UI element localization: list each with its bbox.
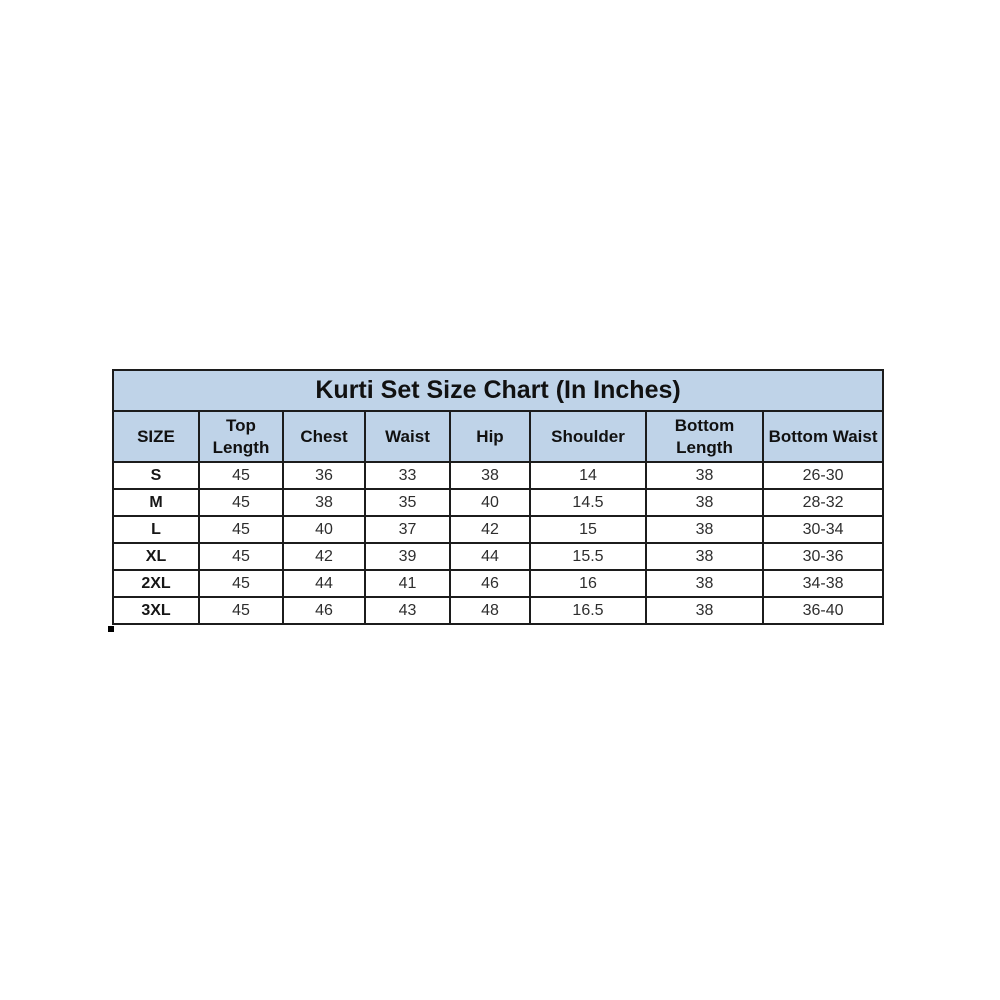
data-cell: 36 xyxy=(282,461,366,490)
data-cell: 16.5 xyxy=(529,596,647,625)
data-cell: 40 xyxy=(282,515,366,544)
table-row-l: L 45 40 37 42 15 38 30-34 xyxy=(112,515,885,544)
size-chart-table: Kurti Set Size Chart (In Inches) SIZE To… xyxy=(111,369,885,625)
table-row-xl: XL 45 42 39 44 15.5 38 30-36 xyxy=(112,542,885,571)
table-row-2xl: 2XL 45 44 41 46 16 38 34-38 xyxy=(112,569,885,598)
column-header-waist: Waist xyxy=(364,410,451,463)
column-header-top-length: Top Length xyxy=(198,410,284,463)
data-cell: 37 xyxy=(364,515,451,544)
data-cell: 35 xyxy=(364,488,451,517)
size-cell: S xyxy=(112,461,200,490)
data-cell: 46 xyxy=(449,569,531,598)
data-cell: 45 xyxy=(198,569,284,598)
data-cell: 15 xyxy=(529,515,647,544)
data-cell: 45 xyxy=(198,488,284,517)
data-cell: 43 xyxy=(364,596,451,625)
data-cell: 26-30 xyxy=(761,461,885,490)
data-cell: 45 xyxy=(198,596,284,625)
data-cell: 15.5 xyxy=(529,542,647,571)
data-cell: 30-36 xyxy=(761,542,885,571)
data-cell: 45 xyxy=(198,542,284,571)
table-row-m: M 45 38 35 40 14.5 38 28-32 xyxy=(112,488,885,517)
data-cell: 38 xyxy=(645,515,764,544)
data-cell: 46 xyxy=(282,596,366,625)
data-cell: 33 xyxy=(364,461,451,490)
data-cell: 14.5 xyxy=(529,488,647,517)
data-cell: 41 xyxy=(364,569,451,598)
data-cell: 36-40 xyxy=(761,596,885,625)
data-cell: 34-38 xyxy=(761,569,885,598)
data-cell: 38 xyxy=(645,542,764,571)
chart-title: Kurti Set Size Chart (In Inches) xyxy=(111,369,885,412)
data-cell: 38 xyxy=(645,461,764,490)
table-row-s: S 45 36 33 38 14 38 26-30 xyxy=(112,461,885,490)
column-header-chest: Chest xyxy=(282,410,366,463)
column-header-bottom-waist: Bottom Waist xyxy=(761,410,885,463)
column-header-bottom-length: Bottom Length xyxy=(645,410,764,463)
size-cell: 3XL xyxy=(112,596,200,625)
data-cell: 30-34 xyxy=(761,515,885,544)
data-cell: 40 xyxy=(449,488,531,517)
data-cell: 48 xyxy=(449,596,531,625)
data-cell: 14 xyxy=(529,461,647,490)
data-cell: 42 xyxy=(449,515,531,544)
data-cell: 44 xyxy=(449,542,531,571)
size-cell: M xyxy=(112,488,200,517)
data-cell: 44 xyxy=(282,569,366,598)
table-corner-artifact xyxy=(108,626,114,632)
data-cell: 38 xyxy=(645,488,764,517)
data-cell: 38 xyxy=(449,461,531,490)
size-cell: L xyxy=(112,515,200,544)
data-cell: 45 xyxy=(198,515,284,544)
column-header-shoulder: Shoulder xyxy=(529,410,647,463)
column-header-hip: Hip xyxy=(449,410,531,463)
data-cell: 38 xyxy=(645,569,764,598)
data-cell: 28-32 xyxy=(761,488,885,517)
data-cell: 45 xyxy=(198,461,284,490)
size-chart: Kurti Set Size Chart (In Inches) SIZE To… xyxy=(111,369,885,625)
data-cell: 38 xyxy=(282,488,366,517)
data-cell: 16 xyxy=(529,569,647,598)
data-cell: 38 xyxy=(645,596,764,625)
size-cell: 2XL xyxy=(112,569,200,598)
column-header-size: SIZE xyxy=(112,410,200,463)
header-row: SIZE Top Length Chest Waist Hip Shoulder… xyxy=(112,410,885,463)
data-cell: 39 xyxy=(364,542,451,571)
data-cell: 42 xyxy=(282,542,366,571)
title-row: Kurti Set Size Chart (In Inches) xyxy=(111,369,885,412)
table-row-3xl: 3XL 45 46 43 48 16.5 38 36-40 xyxy=(112,596,885,625)
size-cell: XL xyxy=(112,542,200,571)
